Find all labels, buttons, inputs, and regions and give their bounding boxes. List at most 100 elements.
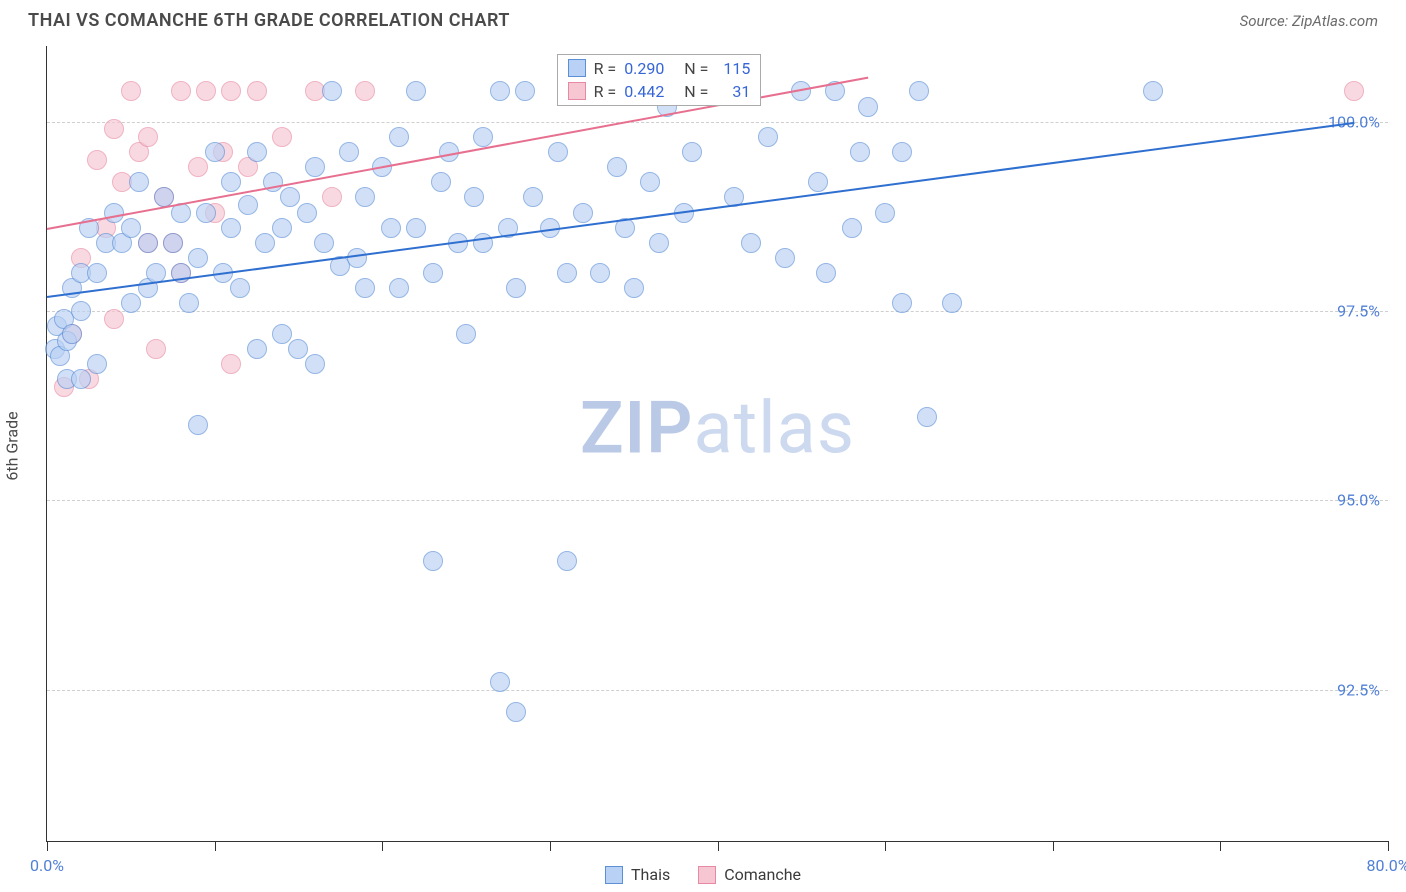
watermark: ZIPatlas — [580, 385, 855, 470]
data-point-thais — [573, 203, 593, 223]
data-point-thais — [104, 203, 124, 223]
data-point-thais — [355, 278, 375, 298]
x-tick — [1053, 841, 1054, 851]
data-point-thais — [850, 142, 870, 162]
data-point-thais — [389, 278, 409, 298]
legend-label: Thais — [631, 865, 670, 884]
y-tick-label: 97.5% — [1337, 301, 1380, 320]
data-point-comanche — [104, 119, 124, 139]
data-point-thais — [515, 81, 535, 101]
data-point-thais — [121, 218, 141, 238]
chart-title: THAI VS COMANCHE 6TH GRADE CORRELATION C… — [28, 10, 510, 31]
data-point-thais — [473, 233, 493, 253]
data-point-thais — [506, 278, 526, 298]
data-point-thais — [431, 172, 451, 192]
data-point-thais — [548, 142, 568, 162]
data-point-thais — [247, 142, 267, 162]
data-point-thais — [272, 324, 292, 344]
data-point-thais — [682, 142, 702, 162]
data-point-thais — [163, 233, 183, 253]
data-point-thais — [909, 81, 929, 101]
data-point-thais — [322, 81, 342, 101]
data-point-thais — [188, 415, 208, 435]
data-point-thais — [87, 263, 107, 283]
data-point-thais — [71, 369, 91, 389]
data-point-thais — [255, 233, 275, 253]
data-point-thais — [456, 324, 476, 344]
data-point-thais — [238, 195, 258, 215]
swatch-icon — [568, 82, 586, 100]
gridline — [47, 500, 1388, 501]
x-tick — [550, 841, 551, 851]
correlation-row: R =0.290N =115 — [558, 57, 761, 80]
x-tick — [718, 841, 719, 851]
data-point-thais — [381, 218, 401, 238]
swatch-icon — [698, 866, 716, 884]
data-point-thais — [188, 248, 208, 268]
gridline — [47, 311, 1388, 312]
data-point-thais — [389, 127, 409, 147]
data-point-thais — [339, 142, 359, 162]
data-point-thais — [842, 218, 862, 238]
data-point-thais — [230, 278, 250, 298]
data-point-thais — [942, 293, 962, 313]
x-tick — [47, 841, 48, 851]
data-point-thais — [221, 172, 241, 192]
y-tick-label: 92.5% — [1337, 680, 1380, 699]
data-point-thais — [347, 248, 367, 268]
data-point-comanche — [87, 150, 107, 170]
correlation-box: R =0.290N =115R =0.442N =31 — [557, 54, 762, 106]
data-point-comanche — [322, 187, 342, 207]
data-point-thais — [464, 187, 484, 207]
data-point-thais — [196, 203, 216, 223]
data-point-comanche — [121, 81, 141, 101]
data-point-comanche — [196, 81, 216, 101]
data-point-comanche — [104, 309, 124, 329]
x-tick — [215, 841, 216, 851]
swatch-icon — [605, 866, 623, 884]
legend-item: Comanche — [698, 865, 801, 884]
data-point-comanche — [221, 354, 241, 374]
data-point-comanche — [146, 339, 166, 359]
gridline — [47, 690, 1388, 691]
data-point-thais — [590, 263, 610, 283]
data-point-thais — [557, 263, 577, 283]
data-point-thais — [314, 233, 334, 253]
data-point-thais — [280, 187, 300, 207]
data-point-thais — [423, 551, 443, 571]
data-point-thais — [858, 97, 878, 117]
data-point-thais — [221, 218, 241, 238]
y-tick-label: 95.0% — [1337, 491, 1380, 510]
data-point-thais — [1143, 81, 1163, 101]
data-point-thais — [649, 233, 669, 253]
data-point-comanche — [171, 81, 191, 101]
legend-item: Thais — [605, 865, 670, 884]
data-point-thais — [179, 293, 199, 313]
x-tick — [382, 841, 383, 851]
data-point-thais — [406, 81, 426, 101]
x-tick — [885, 841, 886, 851]
data-point-comanche — [272, 127, 292, 147]
x-tick-label: 80.0% — [1367, 856, 1406, 875]
data-point-comanche — [247, 81, 267, 101]
data-point-thais — [816, 263, 836, 283]
y-axis-label: 6th Grade — [3, 411, 22, 480]
data-point-thais — [892, 142, 912, 162]
data-point-thais — [892, 293, 912, 313]
x-tick — [1220, 841, 1221, 851]
gridline — [47, 122, 1388, 123]
data-point-thais — [808, 172, 828, 192]
data-point-thais — [272, 218, 292, 238]
data-point-comanche — [1344, 81, 1364, 101]
data-point-thais — [557, 551, 577, 571]
swatch-icon — [568, 59, 586, 77]
data-point-thais — [523, 187, 543, 207]
data-point-thais — [624, 278, 644, 298]
data-point-comanche — [355, 81, 375, 101]
data-point-thais — [305, 354, 325, 374]
data-point-thais — [775, 248, 795, 268]
data-point-thais — [607, 157, 627, 177]
data-point-comanche — [221, 81, 241, 101]
data-point-comanche — [188, 157, 208, 177]
data-point-thais — [473, 127, 493, 147]
